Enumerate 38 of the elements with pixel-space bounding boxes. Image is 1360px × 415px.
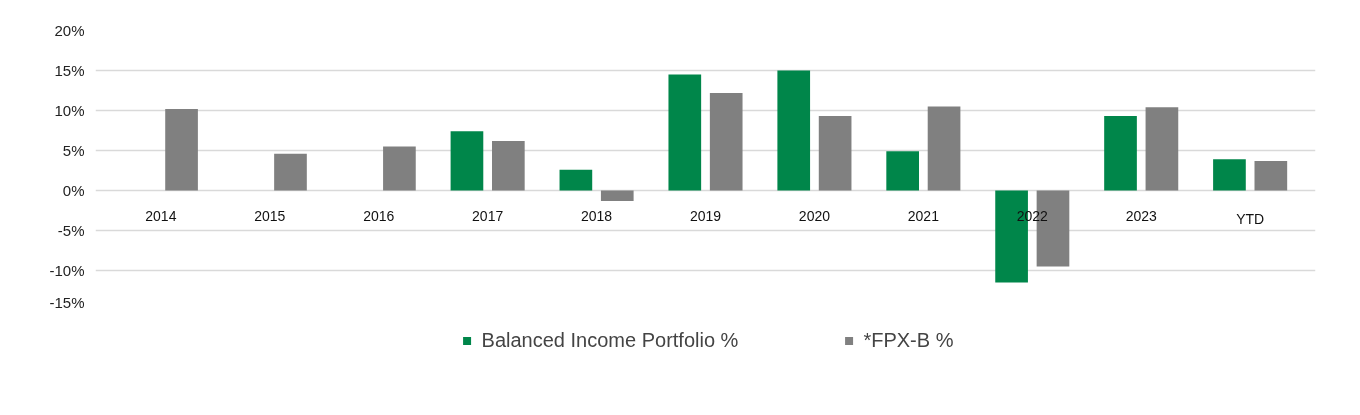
- y-tick-label: -15%: [49, 293, 85, 311]
- bar: [1213, 159, 1246, 191]
- legend-label: Balanced Income Portfolio %: [481, 328, 739, 352]
- x-tick-label: 2023: [1125, 207, 1157, 224]
- x-tick-label: 2015: [254, 207, 286, 224]
- x-tick-label: 2022: [1016, 207, 1049, 224]
- bar: [1145, 107, 1179, 191]
- bar: [818, 116, 852, 191]
- bar: [668, 74, 702, 191]
- x-tick-label: 2017: [472, 207, 504, 224]
- bar: [1104, 116, 1137, 191]
- bar: [492, 140, 525, 191]
- bar: [927, 106, 961, 191]
- bar: [559, 169, 593, 191]
- bar: [777, 70, 811, 191]
- y-tick-label: -10%: [49, 262, 85, 279]
- legend-label: *FPX-B %: [863, 328, 954, 352]
- bar: [600, 190, 634, 201]
- bar: [165, 108, 198, 191]
- y-tick-label: 15%: [54, 62, 85, 79]
- x-tick-label: 2018: [581, 207, 613, 224]
- bar: [886, 151, 919, 191]
- bar: [1254, 160, 1288, 191]
- x-tick-label: 2019: [689, 207, 722, 224]
- x-tick-label: 2020: [798, 207, 831, 224]
- x-tick-label: 2016: [363, 207, 395, 224]
- bar: [274, 153, 307, 191]
- y-tick-label: -5%: [57, 222, 85, 239]
- x-tick-label: 2021: [907, 207, 940, 224]
- y-tick-label: 0%: [62, 182, 85, 199]
- bar: [709, 92, 743, 191]
- x-tick-label: 2014: [145, 207, 177, 224]
- y-tick-label: 10%: [54, 102, 85, 119]
- y-tick-label: 5%: [62, 142, 85, 159]
- y-tick-label: 20%: [54, 22, 85, 39]
- bar: [450, 131, 484, 191]
- bar: [383, 146, 416, 191]
- x-tick-label: YTD: [1236, 210, 1265, 227]
